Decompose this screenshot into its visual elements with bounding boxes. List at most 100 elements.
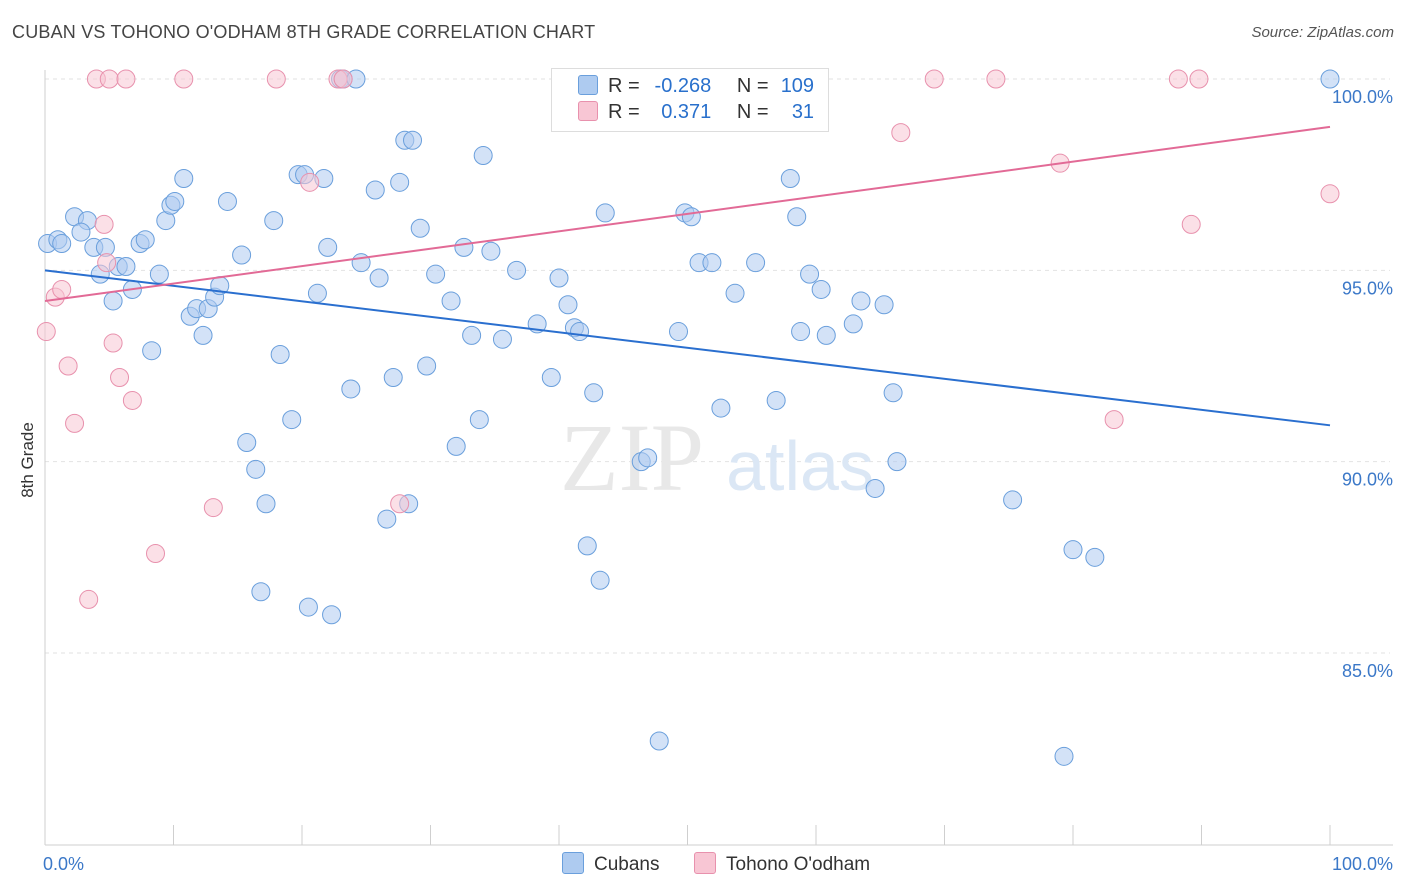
tohono-point [94, 214, 114, 234]
tohono-point [110, 367, 130, 387]
tohono-point [122, 390, 142, 410]
watermark: ZIP atlas [560, 404, 874, 511]
cubans-n-value: 109 [780, 75, 815, 97]
tohono-point [1189, 69, 1209, 89]
tohono-point [116, 69, 136, 89]
cubans-point [256, 494, 276, 514]
tohono-point [99, 69, 119, 89]
cubans-point [174, 168, 194, 188]
x-tick-label-max: 100.0% [1332, 854, 1393, 874]
cubans-point [1320, 69, 1340, 89]
cubans-point [1063, 540, 1083, 560]
cubans-point [441, 291, 461, 311]
cubans-point [426, 264, 446, 284]
n-label: N = [736, 101, 769, 123]
cubans-point [282, 410, 302, 430]
source-label: Source: ZipAtlas.com [1251, 24, 1394, 41]
cubans-point [800, 264, 820, 284]
cubans-point [681, 207, 701, 227]
cubans-point [232, 245, 252, 265]
tohono-point [1320, 184, 1340, 204]
watermark-zip: ZIP [560, 404, 704, 511]
cubans-point [702, 253, 722, 273]
cubans-point [135, 230, 155, 250]
cubans-point [590, 570, 610, 590]
axis-labels: 85.0% 90.0% 95.0% 100.0% 0.0% 100.0% 8th Grade [18, 87, 1393, 874]
cubans-point [71, 222, 91, 242]
cubans-point [165, 191, 185, 211]
legend-row-cubans: R = -0.268 N = 109 [578, 75, 814, 101]
tohono-trendline [44, 125, 1331, 302]
cubans-point [149, 264, 169, 284]
watermark-atlas: atlas [726, 427, 874, 505]
tohono-point [333, 69, 353, 89]
cubans-point [446, 436, 466, 456]
cubans-point [851, 291, 871, 311]
tohono-point [103, 333, 123, 353]
n-label: N = [736, 75, 769, 97]
stats-legend: R = -0.268 N = 109 R = 0.371 N = 31 [551, 68, 829, 132]
cubans-point [52, 234, 72, 254]
cubans-point [142, 341, 162, 361]
tohono-point [891, 123, 911, 143]
cubans-point [649, 731, 669, 751]
cubans-point [746, 253, 766, 273]
cubans-point [217, 191, 237, 211]
cubans-point [116, 257, 136, 277]
cubans-point [669, 322, 689, 342]
tohono-point [52, 279, 72, 299]
cubans-point [595, 203, 615, 223]
cubans-point [549, 268, 569, 288]
cubans-point [377, 509, 397, 529]
cubans-point [577, 536, 597, 556]
trendlines [44, 125, 1331, 427]
bottom-legend-tohono: Tohono O'odham [694, 852, 870, 876]
cubans-point [307, 283, 327, 303]
cubans-trendline [44, 269, 1331, 427]
cubans-point [874, 295, 894, 315]
cubans-point [270, 345, 290, 365]
cubans-legend-swatch [562, 852, 584, 874]
cubans-point [570, 322, 590, 342]
legend-row-tohono: R = 0.371 N = 31 [578, 101, 814, 127]
y-tick-label: 95.0% [1342, 278, 1393, 298]
cubans-point [403, 130, 423, 150]
cubans-point [473, 146, 493, 166]
x-tick-label-min: 0.0% [43, 854, 84, 874]
cubans-point [341, 379, 361, 399]
cubans-point [780, 168, 800, 188]
cubans-point [558, 295, 578, 315]
cubans-point [507, 260, 527, 280]
chart-title: CUBAN VS TOHONO O'ODHAM 8TH GRADE CORREL… [12, 22, 596, 42]
cubans-point [365, 180, 385, 200]
cubans-point [811, 279, 831, 299]
r-label: R = [608, 75, 640, 97]
r-label: R = [608, 101, 640, 123]
tohono-point [300, 172, 320, 192]
cubans-legend-label: Cubans [594, 854, 660, 875]
tohono-point [390, 494, 410, 514]
tohono-point [924, 69, 944, 89]
axes [44, 70, 1393, 846]
cubans-point [766, 390, 786, 410]
tohono-r-value: 0.371 [661, 101, 712, 123]
cubans-point [711, 398, 731, 418]
cubans-point [318, 237, 338, 257]
cubans-point [322, 605, 342, 625]
tohono-point [986, 69, 1006, 89]
tohono-point [174, 69, 194, 89]
cubans-point [383, 367, 403, 387]
cubans-point [469, 410, 489, 430]
cubans-point [638, 448, 658, 468]
tohono-point [65, 413, 85, 433]
tohono-point [36, 322, 56, 342]
tohono-point [266, 69, 286, 89]
y-tick-label: 85.0% [1342, 661, 1393, 681]
tohono-swatch [578, 101, 598, 121]
cubans-point [237, 433, 257, 453]
cubans-point [454, 237, 474, 257]
cubans-point [410, 218, 430, 238]
cubans-point [541, 367, 561, 387]
cubans-point [193, 325, 213, 345]
cubans-point [246, 459, 266, 479]
